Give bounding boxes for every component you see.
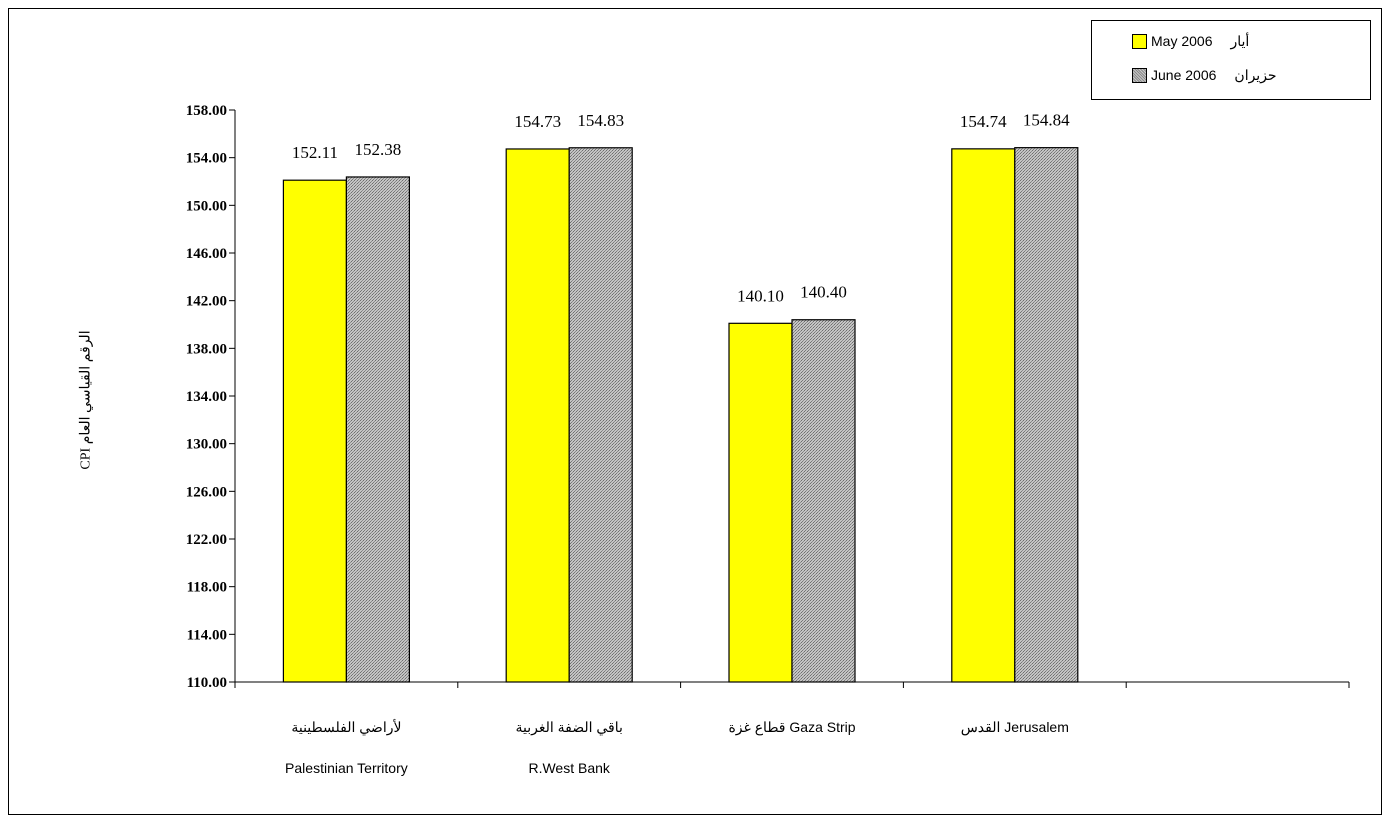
data-label: 154.73 — [514, 112, 561, 131]
legend-label-may-ar: أيار — [1230, 32, 1250, 49]
bar-june — [1014, 147, 1079, 683]
y-tick-label: 138.00 — [186, 341, 227, 357]
y-tick-label: 126.00 — [186, 484, 227, 500]
y-tick-label: 114.00 — [187, 627, 227, 643]
y-tick-label: 110.00 — [187, 675, 227, 691]
bar-may — [505, 148, 570, 683]
bar-may — [728, 322, 793, 683]
y-tick-label: 146.00 — [186, 246, 227, 262]
legend-label-june-en: June 2006 — [1151, 67, 1217, 83]
data-label: 152.38 — [355, 140, 402, 159]
bar-may — [951, 148, 1016, 683]
bar-june — [568, 147, 633, 683]
legend-label-may-en: May 2006 — [1151, 33, 1213, 49]
data-label: 140.40 — [800, 283, 847, 302]
y-tick-label: 142.00 — [186, 294, 227, 310]
data-label: 152.11 — [292, 143, 338, 162]
y-tick-label: 130.00 — [186, 437, 227, 453]
y-tick-label: 150.00 — [186, 198, 227, 214]
data-label: 140.10 — [737, 286, 784, 305]
y-tick-label: 158.00 — [186, 103, 227, 119]
data-label: 154.84 — [1023, 111, 1070, 130]
bar-may — [282, 179, 347, 683]
y-tick-label: 118.00 — [187, 580, 227, 596]
y-tick-label: 134.00 — [186, 389, 227, 405]
category-label-ar: باقي الضفة الغربية — [515, 719, 622, 736]
x-axis — [234, 681, 1350, 688]
data-label: 154.74 — [960, 112, 1007, 131]
legend-label-june-ar: حزيران — [1234, 66, 1277, 83]
legend-swatch-june — [1132, 67, 1147, 83]
category-label-ar: قطاع غزة Gaza Strip — [728, 719, 855, 736]
y-tick-label: 154.00 — [186, 151, 227, 167]
bar-june — [791, 319, 856, 683]
chart-frame — [8, 8, 1382, 815]
legend-item-june: June 2006 حزيران — [1132, 64, 1277, 86]
legend-item-may: May 2006 أيار — [1132, 30, 1249, 52]
data-label: 154.83 — [577, 111, 624, 130]
y-axis: 110.00 114.00 118.00 122.00 126.00 130.00 134.… — [186, 103, 236, 691]
category-label-en: Palestinian Territory — [285, 760, 408, 776]
legend-swatch-may — [1132, 33, 1147, 49]
legend: May 2006 أيار June 2006 حزيران — [1091, 20, 1371, 100]
data-labels: 152.11 154.73 140.10 154.74 152.38 154.83 140.… — [292, 111, 1070, 306]
category-label-ar: القدس Jerusalem — [961, 719, 1069, 736]
category-labels: لأراضي الفلسطينية Palestinian Territory با… — [285, 718, 1069, 776]
bar-june — [345, 176, 410, 683]
category-label-ar: لأراضي الفلسطينية — [291, 718, 401, 736]
y-axis-title: CPI الرقم القياسي العام — [78, 330, 94, 470]
bars — [282, 147, 1079, 683]
y-tick-label: 122.00 — [186, 532, 227, 548]
category-label-en: R.West Bank — [528, 760, 610, 776]
